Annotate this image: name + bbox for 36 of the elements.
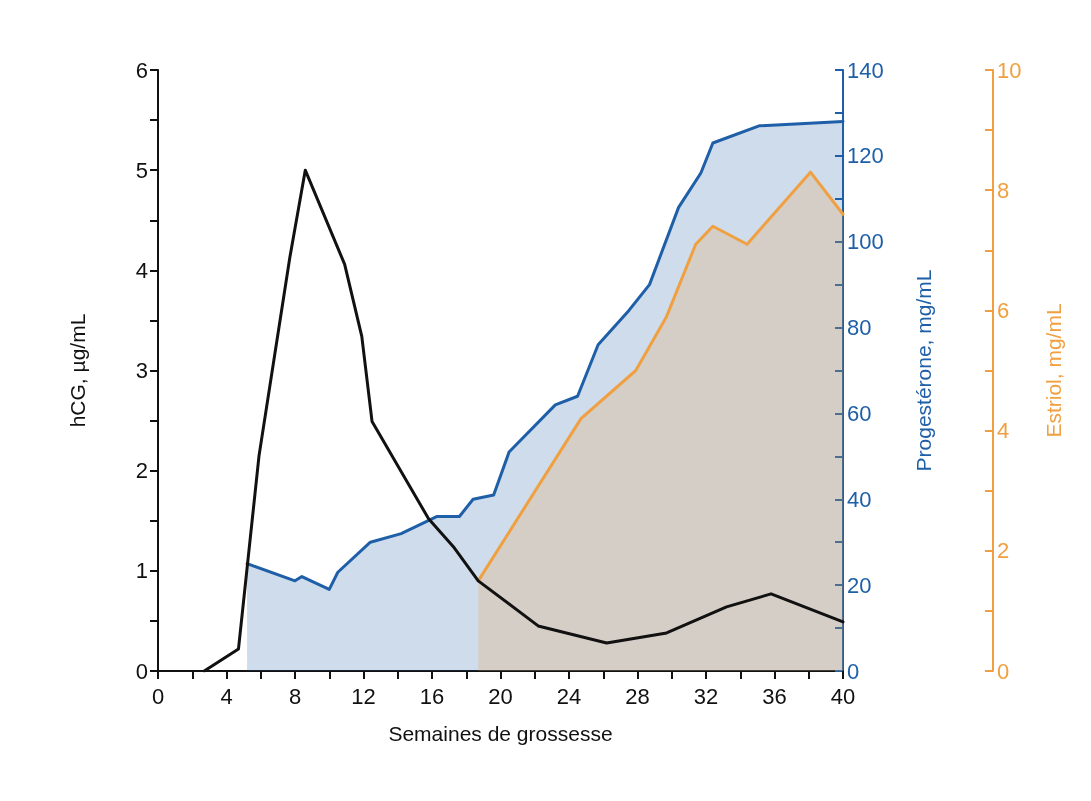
y2-tick-label: 120 — [847, 143, 884, 169]
y2-tick-label: 80 — [847, 315, 872, 341]
x-tick-label: 8 — [288, 683, 302, 709]
x-tick-label: 24 — [556, 683, 582, 709]
x-tick-label: 32 — [693, 683, 719, 709]
y-tick-label: 0 — [135, 658, 148, 684]
y3-tick-label: 6 — [997, 297, 1010, 323]
y-tick-label: 2 — [135, 458, 148, 484]
y2-tick-label: 140 — [847, 57, 884, 83]
x-tick-label: 12 — [351, 683, 376, 709]
y2-tick-label: 60 — [847, 400, 872, 426]
x-tick-label: 40 — [830, 683, 856, 709]
y3-tick-label: 4 — [997, 418, 1010, 444]
y2-axis-title: Progestérone, mg/mL — [912, 269, 935, 472]
y-tick-label: 5 — [135, 157, 148, 183]
y-tick-label: 6 — [135, 57, 148, 83]
y-tick-label: 4 — [135, 257, 148, 283]
y-axis-title: hCG, µg/mL — [66, 313, 89, 428]
y3-tick-label: 10 — [997, 57, 1022, 83]
y2-tick-label: 0 — [847, 658, 860, 684]
y3-tick-label: 2 — [997, 538, 1010, 564]
x-tick-label: 0 — [151, 683, 165, 709]
y2-tick-label: 40 — [847, 486, 872, 512]
x-tick-label: 4 — [220, 683, 233, 709]
y3-axis-title: Estriol, mg/mL — [1042, 303, 1065, 438]
x-tick-label: 36 — [762, 683, 787, 709]
y2-tick-label: 100 — [847, 229, 884, 255]
x-tick-label: 20 — [488, 683, 513, 709]
y-tick-label: 1 — [135, 558, 148, 584]
y2-tick-label: 20 — [847, 572, 872, 598]
y3-tick-label: 8 — [997, 177, 1010, 203]
y-tick-label: 3 — [135, 358, 148, 383]
y3-tick-label: 0 — [997, 658, 1010, 684]
x-tick-label: 28 — [625, 683, 650, 709]
x-tick-label: 16 — [419, 683, 445, 709]
x-axis-title: Semaines de grossesse — [388, 722, 613, 745]
